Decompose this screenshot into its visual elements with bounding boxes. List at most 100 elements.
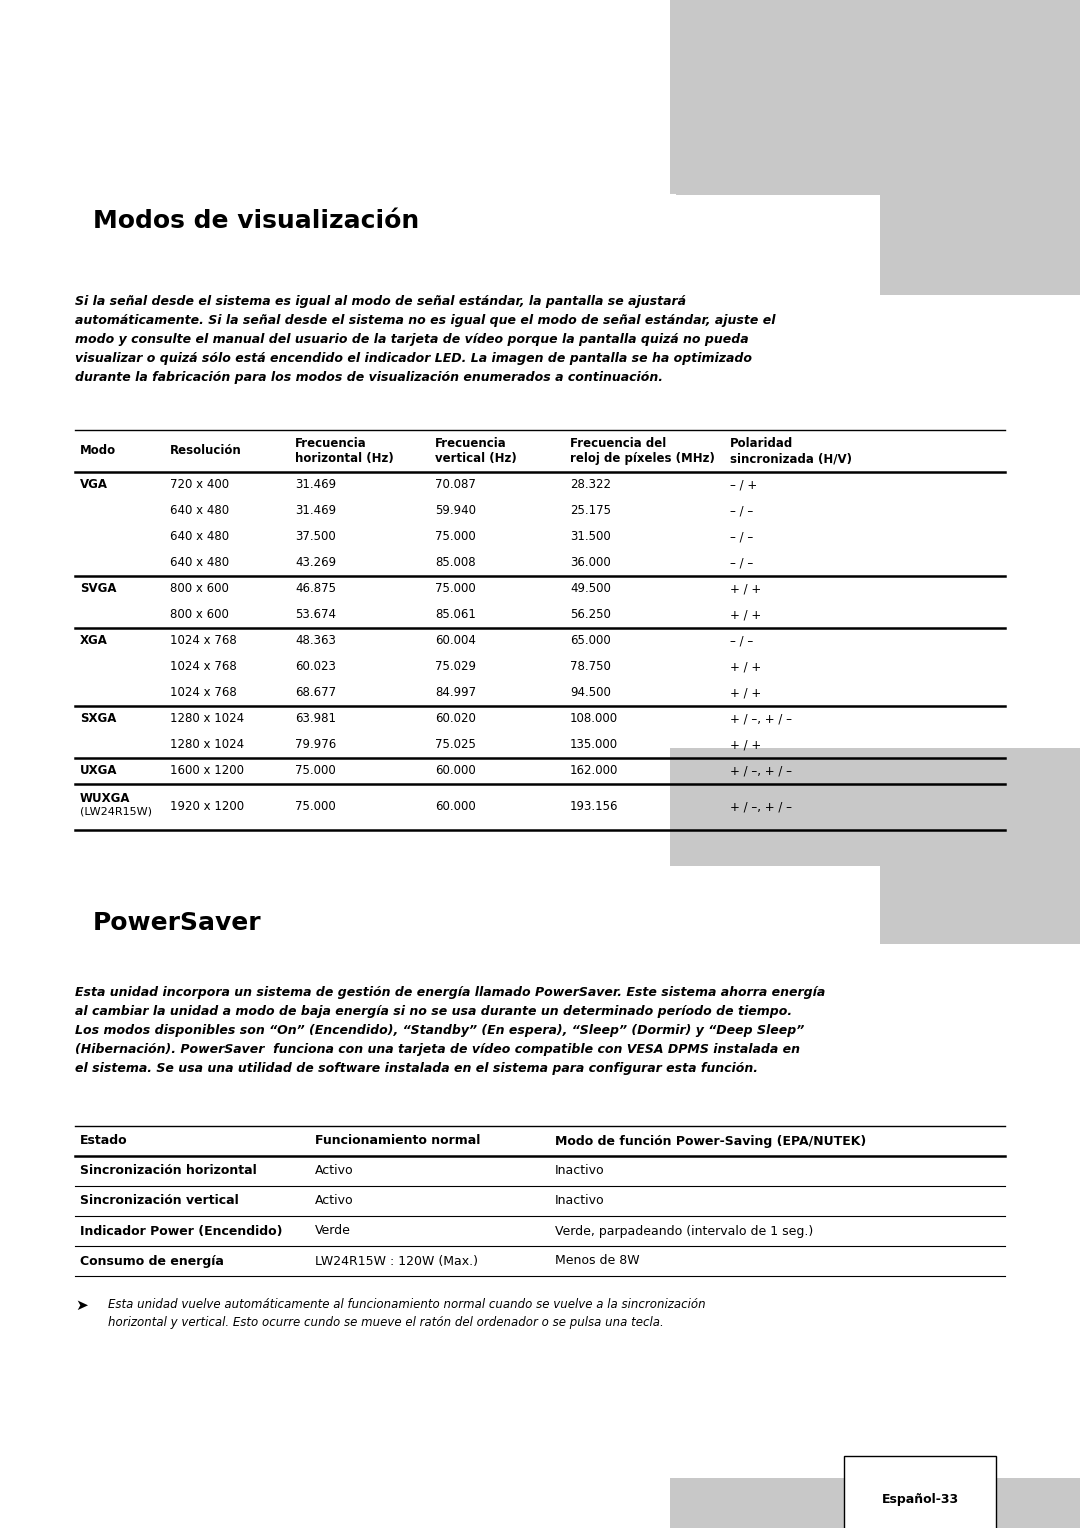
Bar <box>880 196 1080 295</box>
Text: 31.500: 31.500 <box>570 530 611 544</box>
Text: 60.000: 60.000 <box>435 764 476 778</box>
Text: 85.061: 85.061 <box>435 608 476 622</box>
Text: Modo: Modo <box>80 445 117 457</box>
Text: Sincronización vertical: Sincronización vertical <box>80 1195 239 1207</box>
Text: 640 x 480: 640 x 480 <box>170 556 229 570</box>
Text: 640 x 480: 640 x 480 <box>170 504 229 518</box>
Text: 70.087: 70.087 <box>435 478 476 492</box>
Text: 68.677: 68.677 <box>295 686 336 700</box>
Bar <box>670 749 1080 866</box>
Text: XGA: XGA <box>80 634 108 648</box>
Text: 720 x 400: 720 x 400 <box>170 478 229 492</box>
Text: Indicador Power (Encendido): Indicador Power (Encendido) <box>80 1224 283 1238</box>
Text: Inactivo: Inactivo <box>555 1164 605 1178</box>
Text: – / –: – / – <box>730 504 753 518</box>
Text: 1024 x 768: 1024 x 768 <box>170 634 237 648</box>
Text: 800 x 600: 800 x 600 <box>170 582 229 596</box>
Text: Activo: Activo <box>315 1195 353 1207</box>
Text: 640 x 480: 640 x 480 <box>170 530 229 544</box>
Text: + / +: + / + <box>730 738 761 752</box>
Text: 75.000: 75.000 <box>435 582 476 596</box>
Text: 36.000: 36.000 <box>570 556 611 570</box>
Text: 65.000: 65.000 <box>570 634 611 648</box>
Text: Sincronización horizontal: Sincronización horizontal <box>80 1164 257 1178</box>
Text: 1280 x 1024: 1280 x 1024 <box>170 712 244 726</box>
Text: Modos de visualización: Modos de visualización <box>93 209 419 232</box>
Text: Frecuencia
horizontal (Hz): Frecuencia horizontal (Hz) <box>295 437 394 465</box>
Text: 75.025: 75.025 <box>435 738 476 752</box>
Text: 43.269: 43.269 <box>295 556 336 570</box>
Text: 60.023: 60.023 <box>295 660 336 674</box>
Bar <box>670 0 1080 196</box>
Text: 60.020: 60.020 <box>435 712 476 726</box>
Text: 25.175: 25.175 <box>570 504 611 518</box>
Text: Estado: Estado <box>80 1134 127 1148</box>
Text: 53.674: 53.674 <box>295 608 336 622</box>
Text: 75.029: 75.029 <box>435 660 476 674</box>
Text: Español-33: Español-33 <box>881 1493 959 1507</box>
Text: 63.981: 63.981 <box>295 712 336 726</box>
Text: Esta unidad incorpora un sistema de gestión de energía llamado PowerSaver. Este : Esta unidad incorpora un sistema de gest… <box>75 986 825 1076</box>
Text: LW24R15W : 120W (Max.): LW24R15W : 120W (Max.) <box>315 1254 478 1268</box>
Text: 1280 x 1024: 1280 x 1024 <box>170 738 244 752</box>
Text: Activo: Activo <box>315 1164 353 1178</box>
Text: 85.008: 85.008 <box>435 556 475 570</box>
Text: Funcionamiento normal: Funcionamiento normal <box>315 1134 481 1148</box>
Text: ➤: ➤ <box>75 1297 87 1313</box>
Text: – / –: – / – <box>730 634 753 648</box>
Text: – / +: – / + <box>730 478 757 492</box>
Text: 28.322: 28.322 <box>570 478 611 492</box>
Text: 135.000: 135.000 <box>570 738 618 752</box>
Text: Verde: Verde <box>315 1224 351 1238</box>
Text: 31.469: 31.469 <box>295 478 336 492</box>
Text: + / +: + / + <box>730 582 761 596</box>
Text: 31.469: 31.469 <box>295 504 336 518</box>
Text: Frecuencia del
reloj de píxeles (MHz): Frecuencia del reloj de píxeles (MHz) <box>570 437 715 465</box>
Text: 94.500: 94.500 <box>570 686 611 700</box>
Text: 1024 x 768: 1024 x 768 <box>170 686 237 700</box>
Text: 60.000: 60.000 <box>435 801 476 813</box>
Text: 60.004: 60.004 <box>435 634 476 648</box>
Text: PowerSaver: PowerSaver <box>93 911 261 935</box>
Bar <box>75 898 675 947</box>
Text: Resolución: Resolución <box>170 445 242 457</box>
Text: SVGA: SVGA <box>80 582 117 596</box>
Text: 56.250: 56.250 <box>570 608 611 622</box>
Text: (LW24R15W): (LW24R15W) <box>80 805 152 816</box>
Text: VGA: VGA <box>80 478 108 492</box>
Text: 78.750: 78.750 <box>570 660 611 674</box>
Text: + / +: + / + <box>730 686 761 700</box>
Text: Modo de función Power-Saving (EPA/NUTEK): Modo de función Power-Saving (EPA/NUTEK) <box>555 1134 866 1148</box>
Text: horizontal y vertical. Esto ocurre cundo se mueve el ratón del ordenador o se pu: horizontal y vertical. Esto ocurre cundo… <box>108 1316 664 1329</box>
Text: 1024 x 768: 1024 x 768 <box>170 660 237 674</box>
Text: SXGA: SXGA <box>80 712 117 726</box>
Text: – / –: – / – <box>730 556 753 570</box>
Text: 49.500: 49.500 <box>570 582 611 596</box>
Bar <box>670 1478 1080 1528</box>
Text: Polaridad
sincronizada (H/V): Polaridad sincronizada (H/V) <box>730 437 852 465</box>
Text: Si la señal desde el sistema es igual al modo de señal estándar, la pantalla se : Si la señal desde el sistema es igual al… <box>75 295 775 384</box>
Text: 75.000: 75.000 <box>295 764 336 778</box>
Text: – / –: – / – <box>730 530 753 544</box>
Text: Verde, parpadeando (intervalo de 1 seg.): Verde, parpadeando (intervalo de 1 seg.) <box>555 1224 813 1238</box>
Text: 75.000: 75.000 <box>435 530 476 544</box>
Text: 79.976: 79.976 <box>295 738 336 752</box>
Text: WUXGA: WUXGA <box>80 792 131 805</box>
Text: 75.000: 75.000 <box>295 801 336 813</box>
Text: 800 x 600: 800 x 600 <box>170 608 229 622</box>
Text: Inactivo: Inactivo <box>555 1195 605 1207</box>
Text: Esta unidad vuelve automáticamente al funcionamiento normal cuando se vuelve a l: Esta unidad vuelve automáticamente al fu… <box>108 1297 705 1311</box>
Text: Frecuencia
vertical (Hz): Frecuencia vertical (Hz) <box>435 437 516 465</box>
Text: Consumo de energía: Consumo de energía <box>80 1254 224 1268</box>
Text: 1920 x 1200: 1920 x 1200 <box>170 801 244 813</box>
Text: + / –, + / –: + / –, + / – <box>730 801 792 813</box>
Bar <box>880 866 1080 944</box>
Text: 37.500: 37.500 <box>295 530 336 544</box>
Text: 193.156: 193.156 <box>570 801 619 813</box>
Text: Menos de 8W: Menos de 8W <box>555 1254 639 1268</box>
Text: + / –, + / –: + / –, + / – <box>730 712 792 726</box>
Bar <box>75 196 675 248</box>
Text: 84.997: 84.997 <box>435 686 476 700</box>
Text: 48.363: 48.363 <box>295 634 336 648</box>
Text: + / +: + / + <box>730 660 761 674</box>
